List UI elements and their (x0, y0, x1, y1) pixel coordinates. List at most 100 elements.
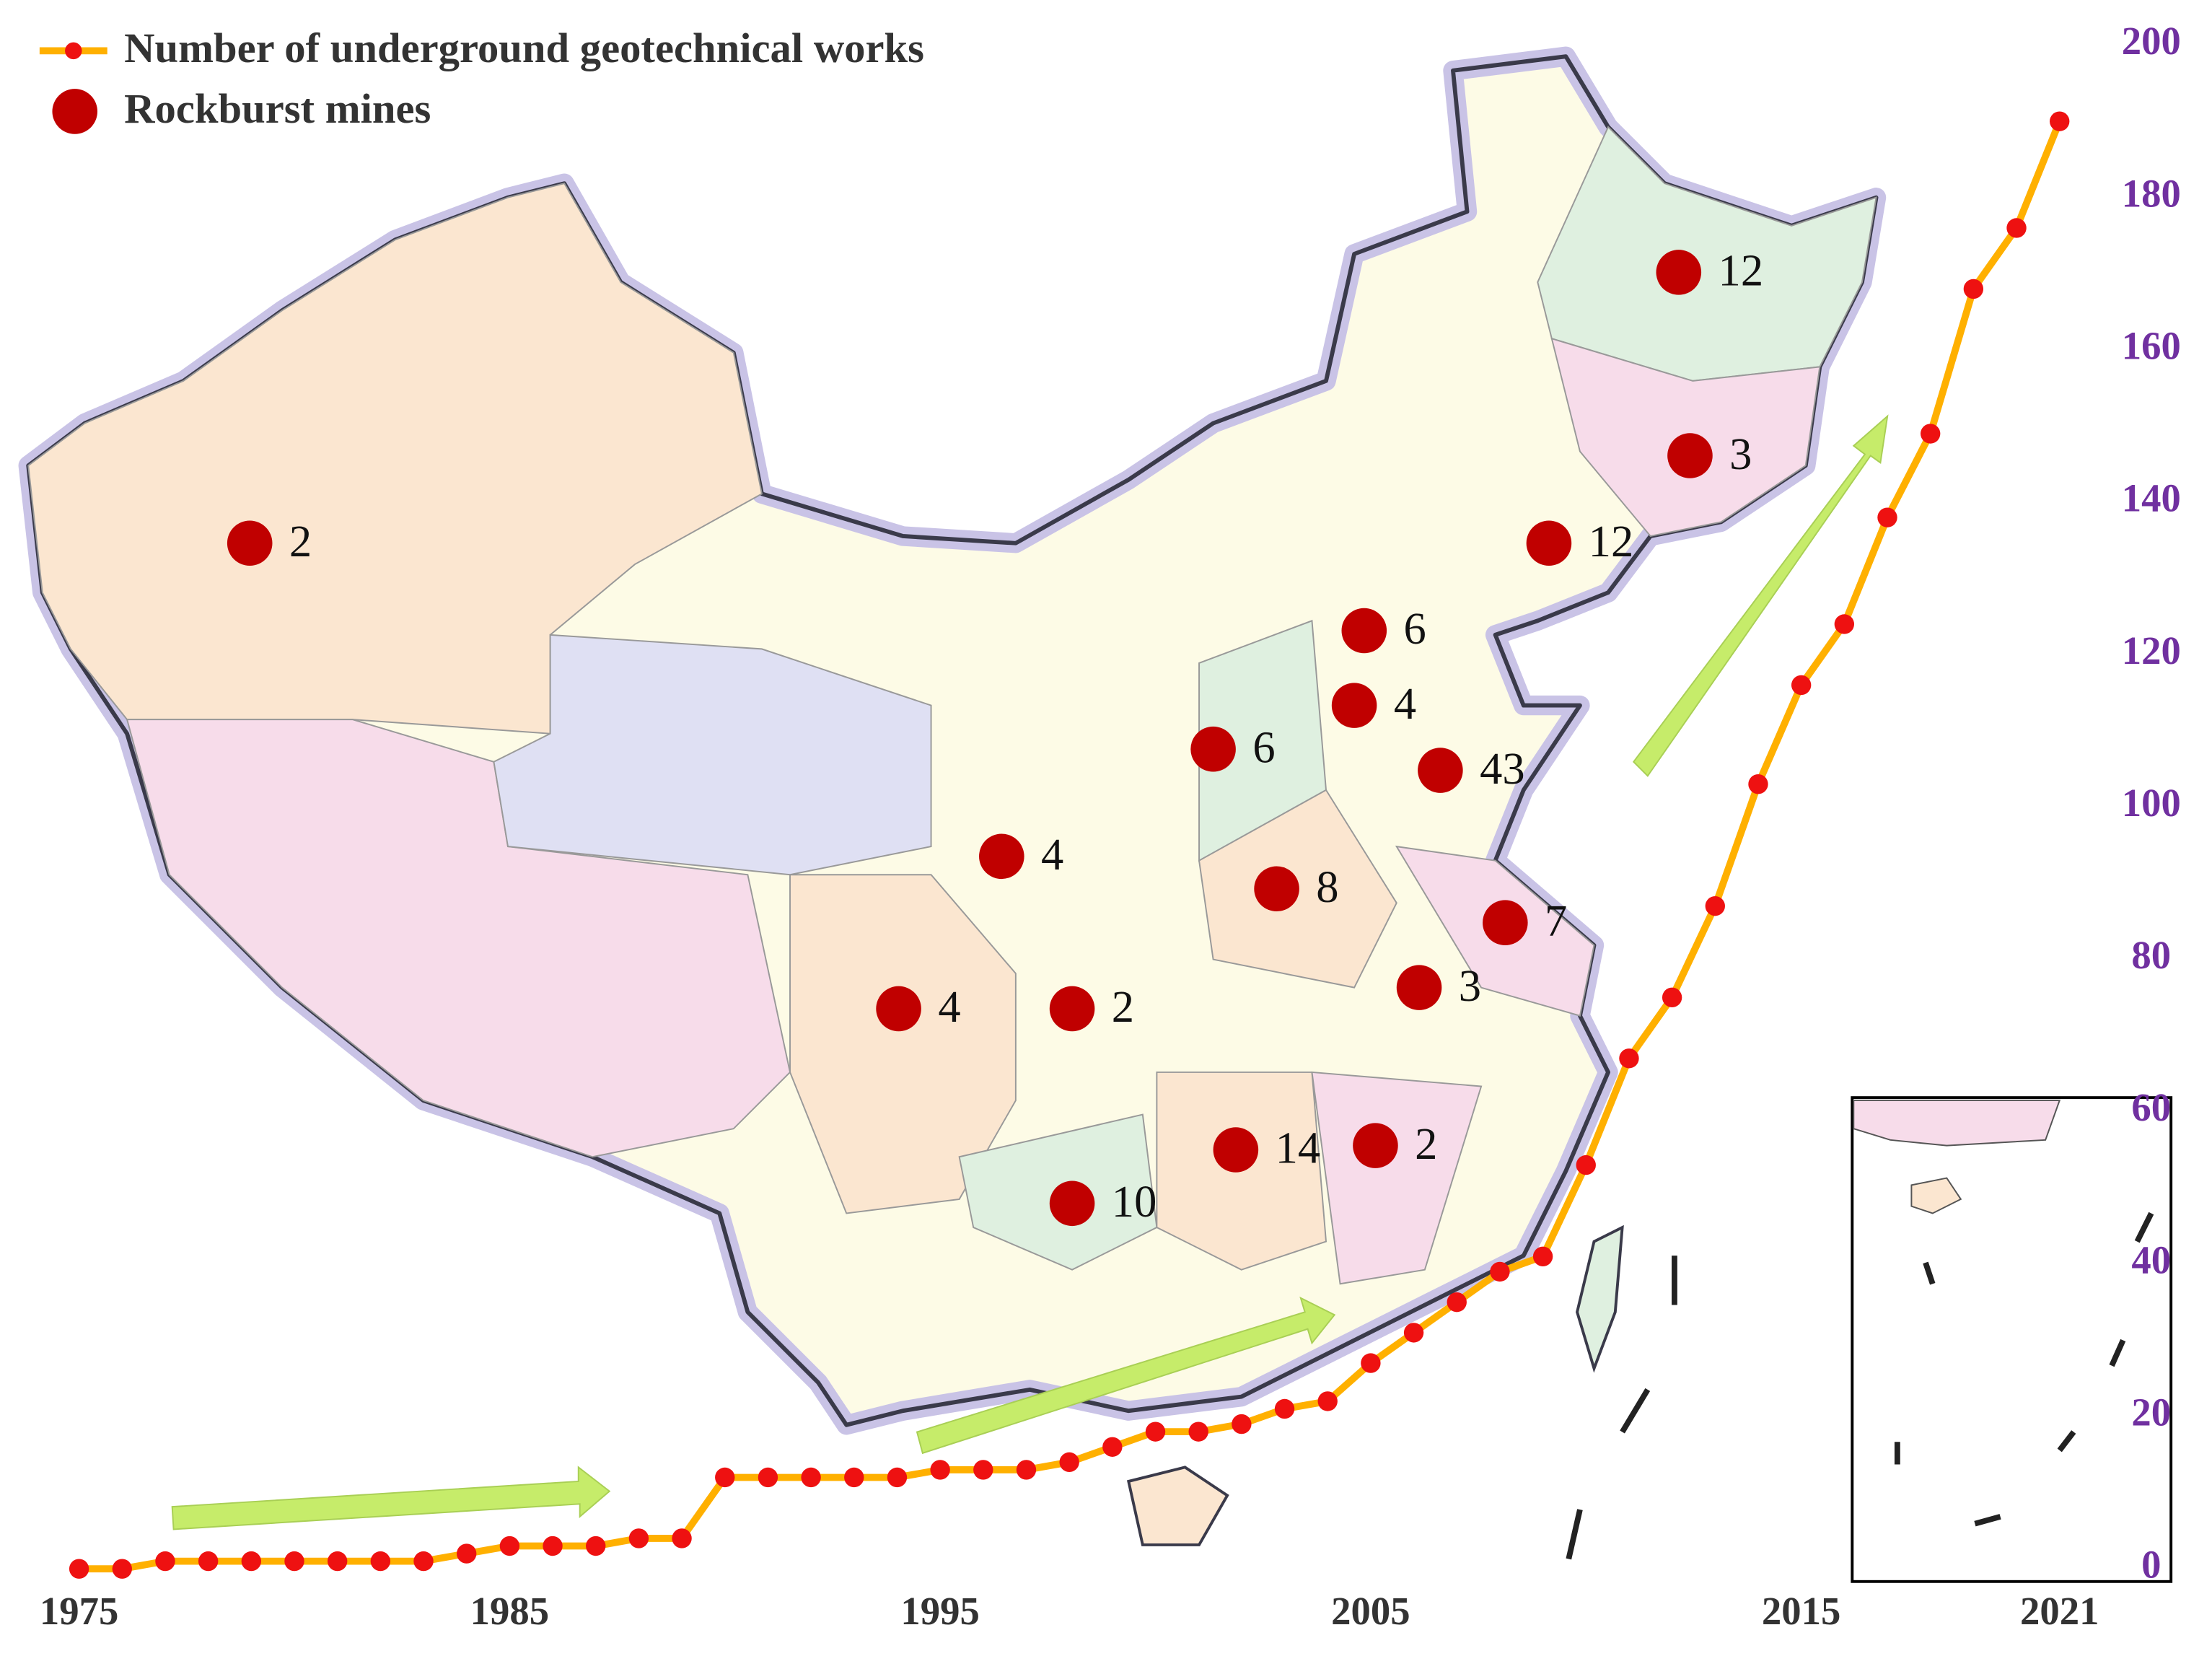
series-marker (1963, 279, 1984, 299)
legend-label: Number of underground geotechnical works (124, 25, 924, 71)
dash (1974, 1514, 2001, 1527)
mine-marker (1213, 1127, 1259, 1173)
region (126, 719, 791, 1158)
mine-marker (227, 520, 273, 566)
mine-marker (979, 833, 1024, 880)
mine-marker (1254, 866, 1299, 912)
mine-label: 14 (1276, 1123, 1321, 1173)
mine-label: 3 (1729, 429, 1752, 479)
mine-label: 6 (1404, 603, 1426, 654)
series-marker (112, 1559, 132, 1579)
inset-frame (1851, 1096, 2173, 1583)
trend-arrow (171, 1466, 611, 1530)
dash (2109, 1339, 2126, 1367)
series-marker (1274, 1398, 1295, 1419)
mine-marker (1353, 1123, 1398, 1168)
series-marker (930, 1460, 950, 1480)
mine-label: 2 (1112, 981, 1134, 1032)
mine-label: 10 (1112, 1176, 1157, 1227)
map-outline-border (26, 54, 1879, 1427)
series-marker (69, 1559, 89, 1579)
series-marker (973, 1460, 993, 1480)
series-marker (370, 1551, 391, 1572)
mine-marker (1396, 965, 1442, 1010)
dash (1620, 1388, 1651, 1434)
dash (2057, 1430, 2076, 1453)
y-tick-label: 100 (2122, 781, 2181, 825)
mine-label: 8 (1316, 862, 1338, 912)
y-tick-label: 80 (2131, 933, 2171, 977)
mine-marker (1667, 433, 1713, 478)
series-marker (1576, 1155, 1596, 1175)
mine-marker (876, 986, 921, 1032)
y-tick-label: 200 (2122, 19, 2181, 63)
series-marker (1361, 1353, 1381, 1373)
mine-marker (1331, 683, 1377, 728)
map (18, 46, 1887, 1546)
series-marker (715, 1467, 735, 1488)
series-marker (1748, 774, 1768, 794)
mine-marker (1483, 900, 1528, 945)
dash (2134, 1212, 2154, 1243)
mine-label: 12 (1589, 516, 1634, 566)
series-marker (1791, 675, 1812, 696)
plot: 1975 1985 1995 2005 2015 20210204060801001201… (40, 19, 2181, 1633)
series-marker (1317, 1391, 1338, 1411)
series-marker (457, 1543, 477, 1564)
series-marker (758, 1467, 778, 1488)
series-marker (1532, 1246, 1553, 1266)
boundary-dashes (1566, 1212, 2154, 1560)
region (1311, 1071, 1483, 1285)
mine-label: 4 (938, 981, 960, 1032)
mine-label: 43 (1480, 743, 1525, 794)
inset-land (1853, 1100, 2061, 1147)
series-marker (1403, 1323, 1424, 1343)
series-marker (543, 1536, 563, 1556)
series-marker (1232, 1414, 1252, 1434)
y-tick-label: 120 (2122, 628, 2181, 673)
series-marker (241, 1551, 262, 1572)
y-tick-label: 40 (2131, 1237, 2171, 1282)
y-tick-label: 20 (2131, 1390, 2171, 1434)
series-marker (2006, 218, 2027, 238)
x-tick-label: 1985 (470, 1589, 549, 1633)
mine-marker (1190, 726, 1236, 772)
series-marker (1447, 1292, 1467, 1313)
dash (1566, 1509, 1583, 1560)
x-tick-label: 2015 (1762, 1589, 1840, 1633)
mine-label: 2 (1415, 1118, 1437, 1169)
mine-marker (1049, 986, 1095, 1032)
inset-island (1910, 1177, 1962, 1214)
legend: Number of underground geotechnical works… (39, 25, 924, 134)
trend-arrow (916, 1296, 1336, 1455)
mine-marker (1526, 520, 1572, 566)
x-tick-label: 1975 (40, 1589, 118, 1633)
y-tick-label: 0 (2141, 1543, 2161, 1587)
series-marker (1662, 987, 1682, 1008)
series-marker (198, 1551, 219, 1572)
mine-label: 2 (289, 516, 312, 566)
arrows (171, 414, 1889, 1530)
series-marker (1834, 614, 1855, 634)
mine-label: 6 (1252, 722, 1275, 772)
series-marker (499, 1536, 520, 1556)
mine-marker (1418, 748, 1463, 793)
series-marker (1490, 1261, 1510, 1282)
series-marker (844, 1467, 864, 1488)
series-marker (1619, 1048, 1639, 1069)
series-marker (1102, 1437, 1123, 1457)
mine-marker (1656, 250, 1702, 295)
region (1576, 1225, 1624, 1373)
series-marker (1877, 507, 1897, 527)
series-marker (1145, 1422, 1166, 1442)
x-tick-label: 2005 (1331, 1589, 1410, 1633)
series-marker (284, 1551, 304, 1572)
x-tick-label: 1995 (900, 1589, 979, 1633)
mine-marker (1341, 608, 1387, 654)
dash (1923, 1261, 1936, 1285)
region (1126, 1466, 1229, 1546)
mine-label: 3 (1459, 960, 1481, 1011)
series-marker (327, 1551, 348, 1572)
series-marker (1188, 1422, 1208, 1442)
